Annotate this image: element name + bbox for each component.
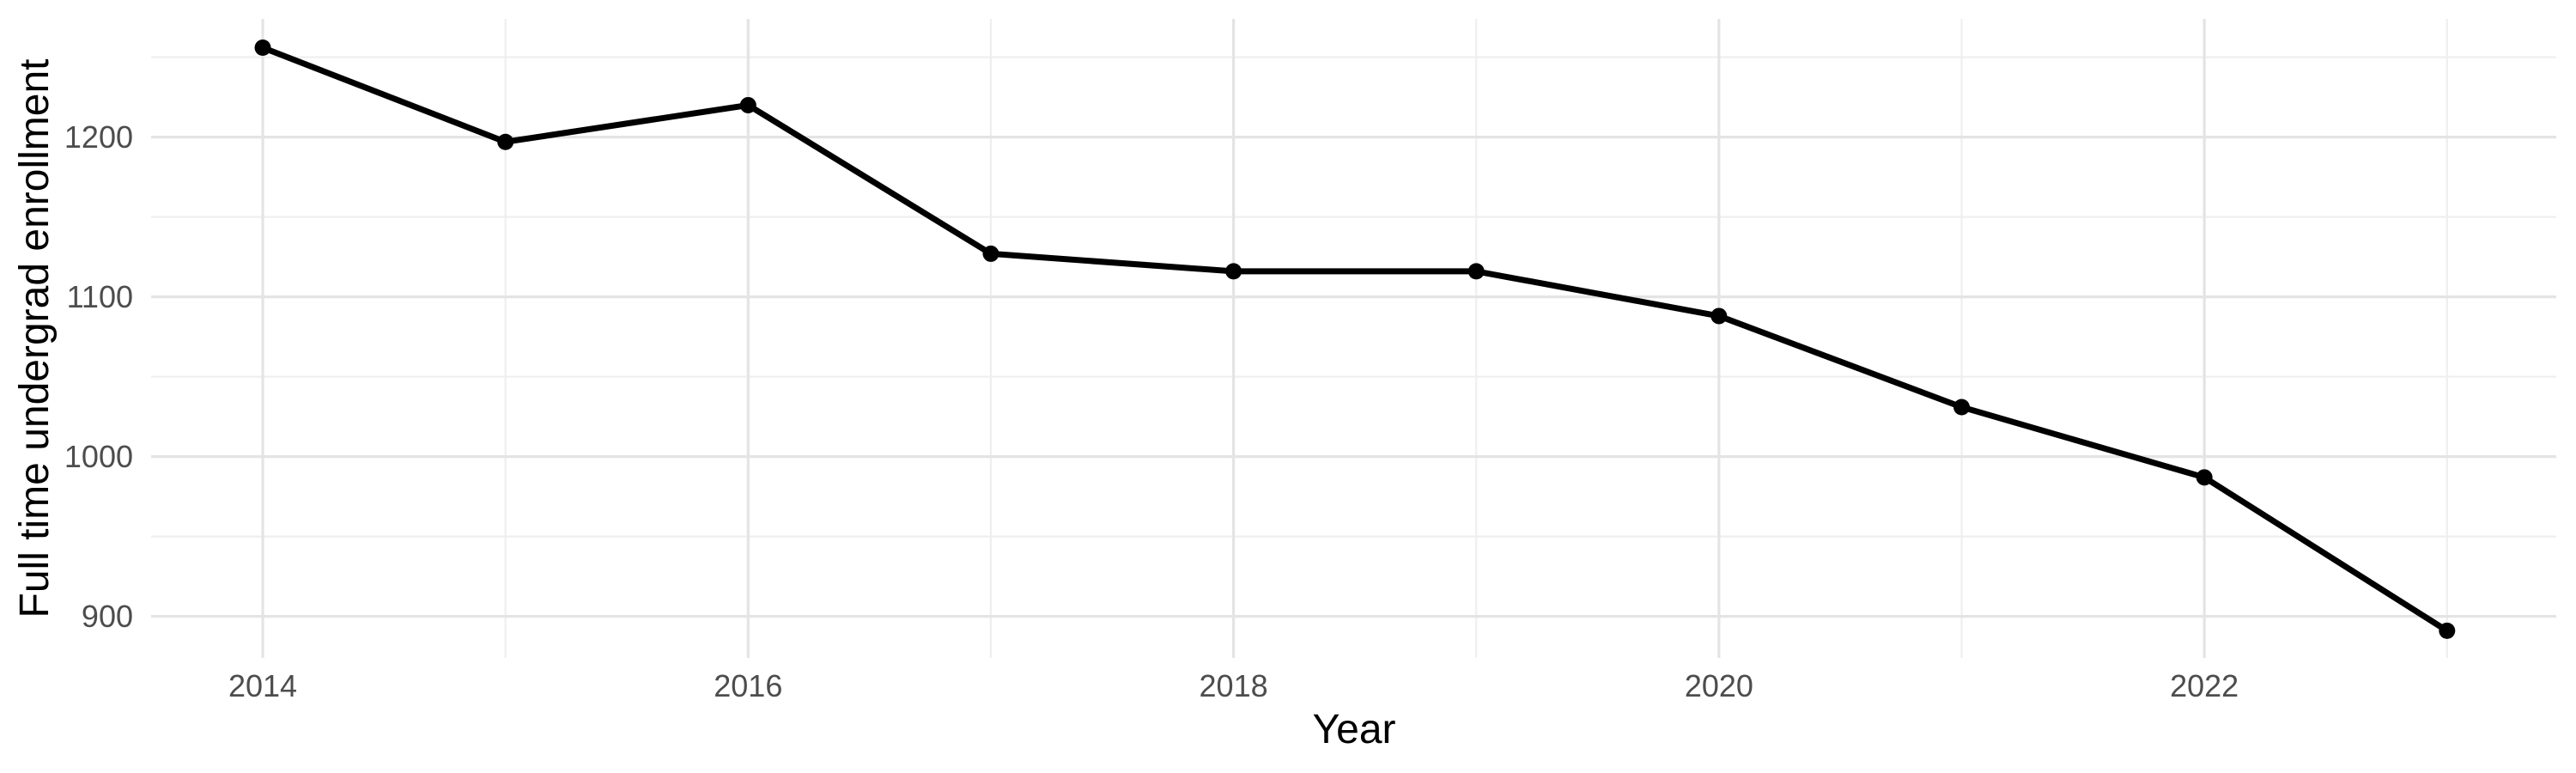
data-point-2016 bbox=[739, 96, 756, 113]
x-tick-label-2022: 2022 bbox=[2170, 668, 2239, 703]
y-tick-label-1000: 1000 bbox=[64, 438, 133, 474]
x-axis-title: Year bbox=[1312, 707, 1396, 752]
enrollment-series-line bbox=[261, 45, 2449, 634]
data-point-2023 bbox=[2439, 622, 2456, 639]
data-point-2018 bbox=[1225, 263, 1242, 280]
x-tick-label-2018: 2018 bbox=[1199, 668, 1268, 703]
y-tick-label-1100: 1100 bbox=[66, 278, 133, 314]
x-tick-label-2016: 2016 bbox=[714, 668, 783, 703]
y-tick-label-1200: 1200 bbox=[64, 119, 133, 155]
data-point-2015 bbox=[497, 133, 514, 150]
y-tick-label-900: 900 bbox=[81, 598, 133, 634]
x-tick-label-2020: 2020 bbox=[1684, 668, 1753, 703]
x-tick-label-2014: 2014 bbox=[228, 668, 298, 703]
data-point-2017 bbox=[982, 245, 999, 262]
data-point-2019 bbox=[1467, 263, 1485, 280]
data-point-2020 bbox=[1710, 307, 1728, 325]
data-point-2014 bbox=[254, 39, 271, 56]
data-point-2021 bbox=[1953, 399, 1971, 416]
data-point-2022 bbox=[2196, 469, 2213, 486]
